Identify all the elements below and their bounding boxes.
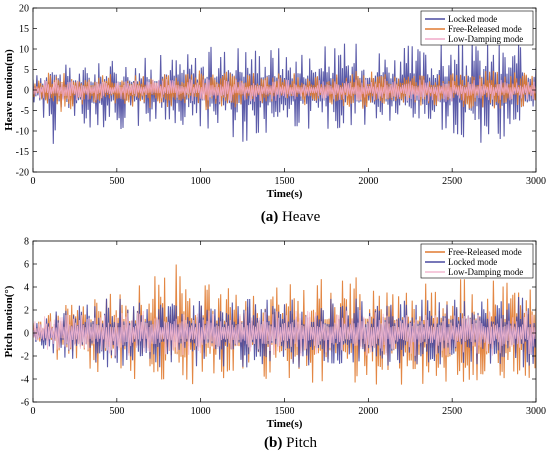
figure-caption: (a) Heave: [261, 209, 321, 225]
y-tick-label: 10: [19, 45, 29, 56]
x-tick-label: 1500: [275, 406, 295, 417]
caption-text: Heave: [278, 209, 320, 225]
series-group: [33, 264, 536, 385]
x-tick-label: 1000: [191, 406, 211, 417]
y-tick-label: 6: [24, 260, 29, 271]
x-tick-label: 2000: [358, 176, 378, 187]
x-tick-label: 0: [31, 406, 36, 417]
legend-label: Free-Released mode: [448, 247, 522, 257]
legend-label: Locked mode: [448, 14, 497, 24]
caption-letter: (b): [264, 435, 282, 451]
x-tick-label: 500: [109, 176, 124, 187]
y-tick-label: 20: [19, 4, 29, 15]
caption-text: Pitch: [282, 435, 317, 451]
y-tick-label: -10: [16, 127, 29, 138]
y-tick-label: -15: [16, 147, 29, 158]
caption-letter: (a): [261, 209, 279, 225]
y-tick-label: 8: [24, 237, 29, 248]
y-tick-label: 4: [24, 283, 29, 294]
x-tick-label: 0: [31, 176, 36, 187]
figure-caption: (b) Pitch: [264, 435, 317, 451]
x-tick-label: 2500: [442, 406, 462, 417]
y-tick-label: -6: [21, 398, 29, 409]
x-tick-label: 3000: [526, 176, 546, 187]
y-tick-label: 0: [24, 329, 29, 340]
y-axis-label: Heave motion(m): [3, 49, 15, 131]
x-tick-label: 500: [109, 406, 124, 417]
series-line-low-damping-mode: [33, 78, 536, 103]
series-group: [33, 40, 536, 144]
chart-heave: 0 500 1000 1500 2000 2500 3000 -20 -15 -10 -5 0 5 10 1…: [3, 4, 546, 226]
legend-label: Free-Released mode: [448, 24, 522, 34]
y-tick-label: 15: [19, 24, 29, 35]
y-tick-label: -2: [21, 352, 29, 363]
y-tick-label: 0: [24, 86, 29, 97]
y-tick-label: -5: [21, 106, 29, 117]
x-tick-label: 3000: [526, 406, 546, 417]
chart-pitch: 0 500 1000 1500 2000 2500 3000 -6 -4 -2 0 2 4 6 8 Time(…: [3, 237, 546, 452]
x-tick-label: 1500: [275, 176, 295, 187]
x-axis-label: Time(s): [267, 418, 303, 430]
x-tick-label: 1000: [191, 176, 211, 187]
y-tick-label: 5: [24, 65, 29, 76]
x-axis-label: Time(s): [267, 188, 303, 200]
x-tick-label: 2500: [442, 176, 462, 187]
y-axis-label: Pitch motion(°): [3, 285, 15, 357]
x-tick-label: 2000: [358, 406, 378, 417]
y-tick-label: -4: [21, 375, 29, 386]
legend-label: Locked mode: [448, 257, 497, 267]
legend-label: Low-Damping mode: [448, 34, 523, 44]
y-tick-label: 2: [24, 306, 29, 317]
series-line-low-damping-mode: [33, 309, 536, 356]
legend-label: Low-Damping mode: [448, 267, 523, 277]
series-line-locked-mode: [33, 296, 536, 368]
y-tick-label: -20: [16, 168, 29, 179]
